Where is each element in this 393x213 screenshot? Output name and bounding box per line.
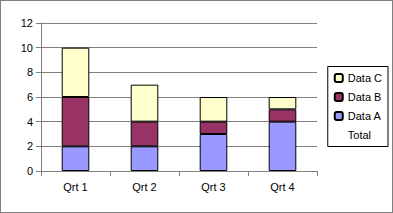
svg-text:Qrt 2: Qrt 2 xyxy=(132,181,156,193)
svg-text:Data B: Data B xyxy=(348,91,382,103)
svg-text:Total: Total xyxy=(348,129,371,141)
svg-text:0: 0 xyxy=(27,165,33,177)
svg-text:6: 6 xyxy=(27,91,33,103)
svg-text:2: 2 xyxy=(27,140,33,152)
svg-text:Qrt 3: Qrt 3 xyxy=(201,181,225,193)
svg-text:10: 10 xyxy=(21,42,33,54)
svg-text:12: 12 xyxy=(21,17,33,29)
svg-text:6: 6 xyxy=(210,82,216,94)
svg-text:10: 10 xyxy=(69,32,81,44)
svg-text:Data A: Data A xyxy=(348,110,382,122)
svg-text:4: 4 xyxy=(27,116,33,128)
svg-text:Qrt 4: Qrt 4 xyxy=(270,181,294,193)
svg-text:7: 7 xyxy=(141,69,147,81)
svg-text:8: 8 xyxy=(27,66,33,78)
svg-text:Data C: Data C xyxy=(348,72,382,84)
svg-text:Qrt 1: Qrt 1 xyxy=(63,181,87,193)
svg-text:6: 6 xyxy=(279,82,285,94)
